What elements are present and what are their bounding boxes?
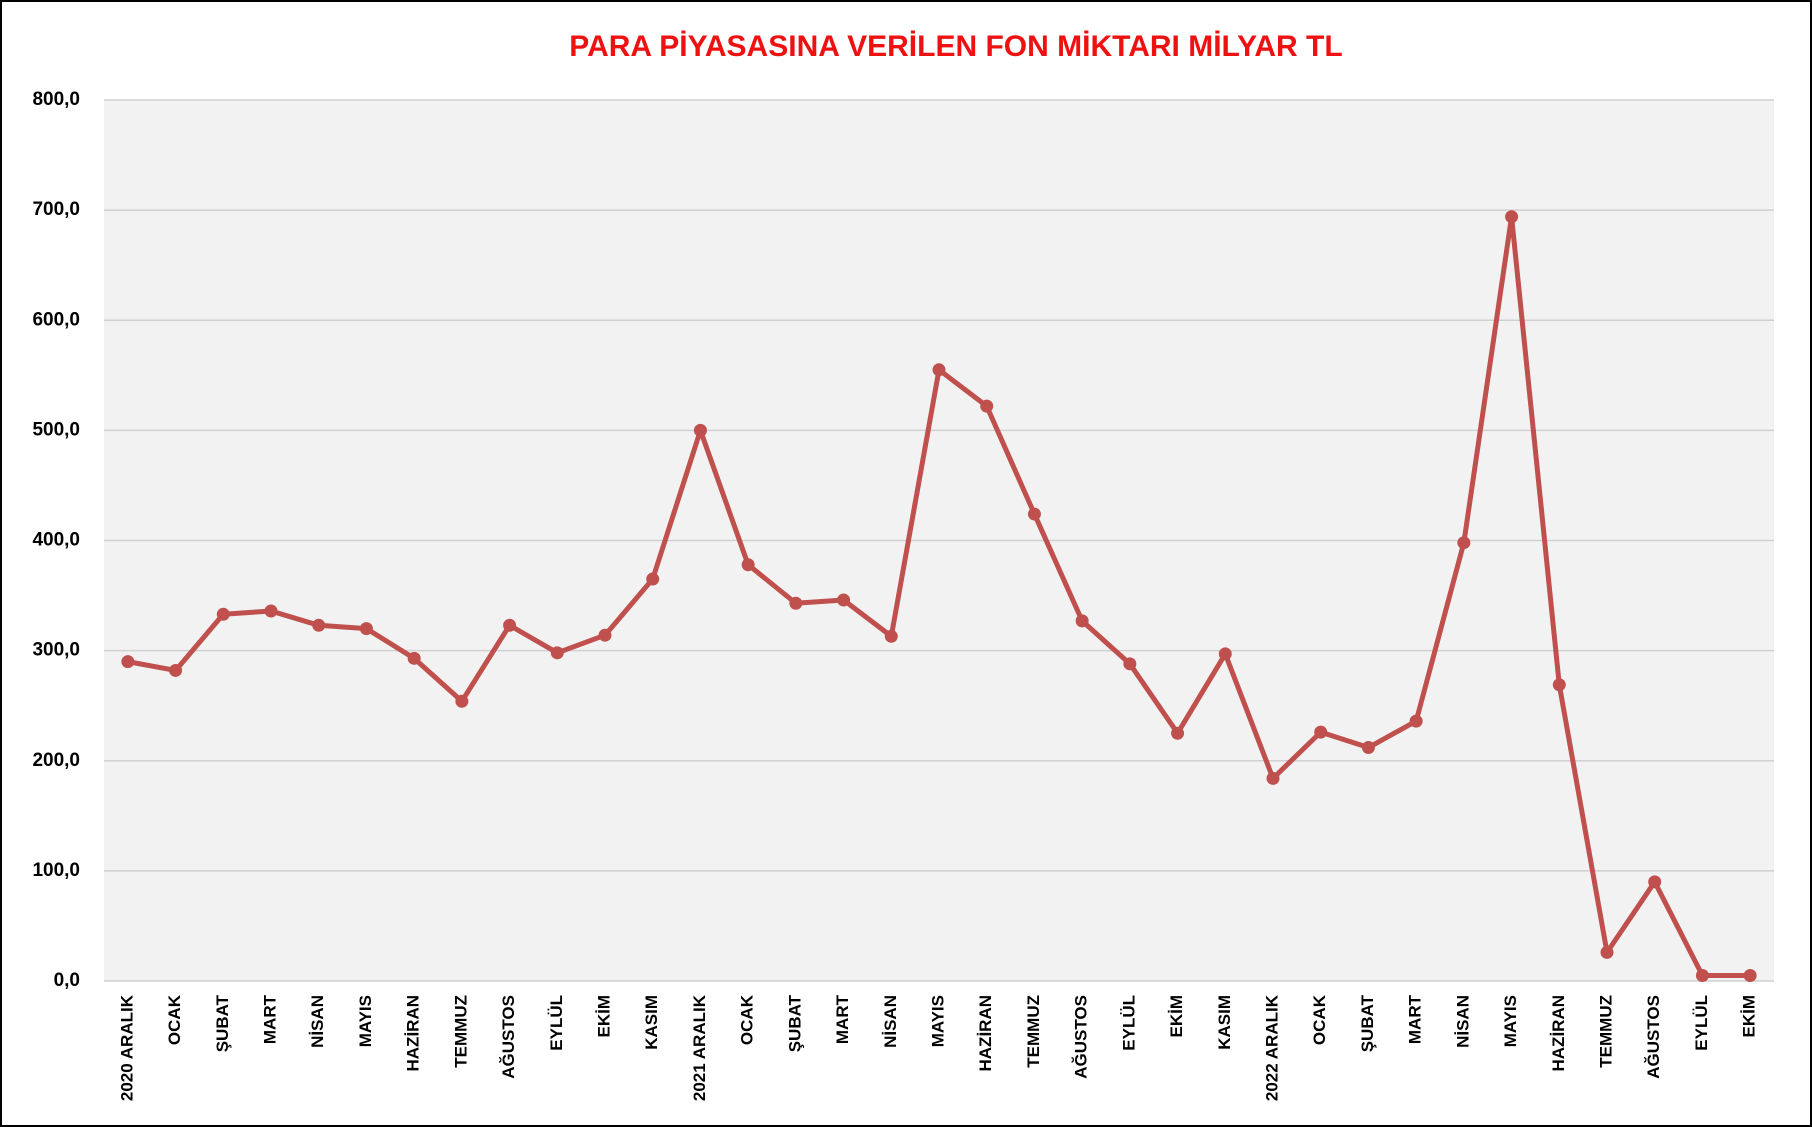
x-tick-label: MAYIS xyxy=(356,995,375,1047)
x-tick-label: EYLÜL xyxy=(1692,995,1711,1051)
y-tick-label: 800,0 xyxy=(32,89,80,110)
y-tick-label: 700,0 xyxy=(32,199,80,220)
x-tick-label: TEMMUZ xyxy=(1024,995,1043,1068)
y-tick-label: 400,0 xyxy=(32,530,80,551)
data-point xyxy=(121,655,135,669)
x-tick-label: NİSAN xyxy=(1453,995,1472,1048)
x-tick-label: AĞUSTOS xyxy=(1644,995,1663,1079)
data-point xyxy=(1552,678,1566,692)
y-tick-label: 500,0 xyxy=(32,419,80,440)
x-tick-label: EYLÜL xyxy=(1119,995,1138,1051)
x-tick-label: MART xyxy=(260,994,279,1044)
x-tick-label: KASIM xyxy=(1215,995,1234,1050)
y-tick-label: 200,0 xyxy=(32,750,80,771)
x-tick-label: AĞUSTOS xyxy=(1072,995,1091,1079)
data-point xyxy=(407,651,421,665)
data-point xyxy=(1743,968,1757,982)
data-point xyxy=(216,607,230,621)
data-point xyxy=(1409,714,1423,728)
x-tick-label: 2021 ARALIK xyxy=(690,994,709,1101)
chart-title: PARA PİYASASINA VERİLEN FON MİKTARI MİLY… xyxy=(569,30,1342,63)
x-tick-label: TEMMUZ xyxy=(451,995,470,1068)
x-tick-label: NİSAN xyxy=(308,995,327,1048)
data-point xyxy=(503,618,517,632)
data-point xyxy=(169,663,183,677)
x-tick-label: AĞUSTOS xyxy=(499,995,518,1079)
x-tick-label: KASIM xyxy=(642,995,661,1050)
data-point xyxy=(359,622,373,636)
data-point xyxy=(1171,726,1185,740)
x-tick-label: 2020 ARALIK xyxy=(117,994,136,1101)
data-point xyxy=(980,399,994,413)
data-point xyxy=(550,646,564,660)
x-tick-label: TEMMUZ xyxy=(1596,995,1615,1068)
x-tick-label: OCAK xyxy=(165,994,184,1045)
x-tick-label: MART xyxy=(833,994,852,1044)
x-tick-label: EKİM xyxy=(594,995,613,1038)
x-tick-label: ŞUBAT xyxy=(213,994,232,1052)
data-point xyxy=(598,628,612,642)
x-tick-label: OCAK xyxy=(738,994,757,1045)
data-point xyxy=(264,604,278,618)
data-point xyxy=(1266,771,1280,785)
x-tick-label: MAYIS xyxy=(1501,995,1520,1047)
data-point xyxy=(1361,741,1375,755)
x-tick-label: NİSAN xyxy=(881,995,900,1048)
data-point xyxy=(646,572,660,586)
data-point xyxy=(1505,210,1519,224)
x-tick-label: HAZİRAN xyxy=(976,995,995,1072)
x-tick-label: ŞUBAT xyxy=(785,994,804,1052)
y-tick-label: 0,0 xyxy=(54,970,80,991)
data-point xyxy=(1648,875,1662,889)
x-tick-label: MART xyxy=(1406,994,1425,1044)
data-point xyxy=(837,593,851,607)
x-tick-label: EKİM xyxy=(1740,995,1759,1038)
data-point xyxy=(1695,968,1709,982)
data-point xyxy=(1123,657,1137,671)
data-point xyxy=(312,618,326,632)
data-point xyxy=(741,558,755,572)
x-tick-label: HAZİRAN xyxy=(1549,995,1568,1072)
data-point xyxy=(789,596,803,610)
data-point xyxy=(455,694,469,708)
x-tick-label: EYLÜL xyxy=(547,995,566,1051)
data-point xyxy=(1075,614,1089,628)
x-tick-label: MAYIS xyxy=(928,995,947,1047)
data-point xyxy=(932,363,946,377)
x-tick-label: HAZİRAN xyxy=(404,995,423,1072)
data-point xyxy=(884,629,898,643)
x-tick-label: 2022 ARALIK xyxy=(1262,994,1281,1101)
data-point xyxy=(1027,507,1041,521)
data-point xyxy=(1314,725,1328,739)
data-point xyxy=(1457,536,1471,550)
y-tick-label: 100,0 xyxy=(32,860,80,881)
y-tick-label: 600,0 xyxy=(32,309,80,330)
y-tick-label: 300,0 xyxy=(32,640,80,661)
data-point xyxy=(1218,647,1232,661)
x-tick-label: OCAK xyxy=(1310,994,1329,1045)
x-tick-label: EKİM xyxy=(1167,995,1186,1038)
data-point xyxy=(1600,945,1614,959)
x-tick-label: ŞUBAT xyxy=(1358,994,1377,1052)
data-point xyxy=(693,423,707,437)
